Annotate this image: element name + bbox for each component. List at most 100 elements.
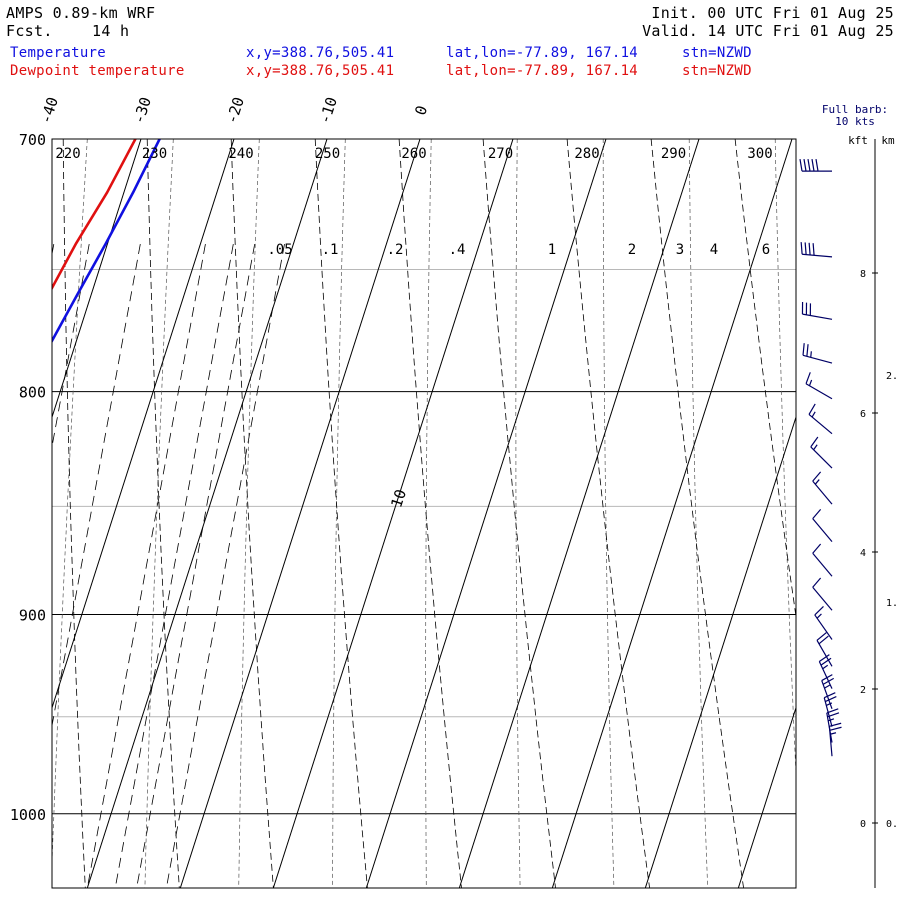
- wind-barb-flag: [802, 343, 805, 356]
- wind-barb-flag: [804, 242, 807, 255]
- wind-barb-flag: [814, 479, 820, 485]
- wind-barb: [812, 577, 833, 611]
- dry-adiabat: [314, 139, 368, 888]
- wind-barb-flag: [805, 372, 811, 384]
- temperature-tick-label: -30: [129, 95, 154, 126]
- legend-temperature-name: Temperature: [10, 45, 107, 61]
- wind-barb-staff: [812, 552, 833, 577]
- wind-barb: [802, 343, 833, 364]
- wind-barb-flag: [814, 605, 824, 616]
- wind-barb: [818, 654, 833, 689]
- wind-barb: [812, 471, 833, 505]
- valid-time: Valid. 14 UTC Fri 01 Aug 25: [642, 22, 894, 40]
- kft-tick-label: 2: [860, 685, 866, 696]
- legend-dewpoint-xy: x,y=388.76,505.41: [246, 63, 395, 79]
- wind-barb-staff: [802, 313, 833, 320]
- wind-barb-flag: [810, 436, 819, 448]
- wind-barb: [814, 605, 833, 640]
- wind-barb-staff: [808, 413, 833, 435]
- wind-barb: [810, 436, 833, 469]
- isotherm-line: [458, 139, 700, 888]
- wind-barb: [812, 508, 833, 542]
- mixing-ratio-label: 1: [548, 242, 556, 258]
- moist-adiabat: [238, 139, 260, 888]
- isotherm-line: [86, 139, 328, 888]
- wind-barb-flag: [826, 708, 839, 714]
- wind-barb-flag: [827, 712, 840, 718]
- wind-barb-flag: [808, 242, 811, 256]
- wind-barb-staff: [816, 640, 833, 667]
- wind-barb-flag: [812, 471, 822, 482]
- wind-barb-flag: [824, 684, 831, 689]
- theta-label: 260: [401, 146, 426, 162]
- wind-barb-flag: [812, 508, 822, 520]
- moist-adiabat: [774, 139, 796, 781]
- moist-adiabat: [602, 139, 615, 888]
- full-barb-speed: 10 kts: [835, 115, 875, 128]
- km-tick-label: 1.: [886, 598, 898, 609]
- km-tick-label: 2.: [886, 371, 898, 382]
- wind-barb: [805, 372, 833, 400]
- moist-adiabat: [0, 139, 1, 888]
- wind-barb-flag: [816, 613, 822, 619]
- wind-barb-panel: Full barb:10 kts kft km 8 6 4 2 0 2. 1. 0.: [799, 103, 898, 888]
- pressure-tick-label: 800: [19, 384, 46, 402]
- wind-barb-flag: [818, 635, 829, 645]
- dry-adiabat: [230, 139, 274, 888]
- wind-barb-flag: [816, 632, 827, 641]
- temperature-line: [52, 139, 161, 344]
- wind-barb: [816, 632, 833, 667]
- wind-barb-flag: [823, 692, 836, 699]
- dry-adiabat: [146, 139, 180, 888]
- isotherm-line: [52, 139, 142, 419]
- wind-barb-flag: [812, 577, 822, 588]
- wind-barb: [808, 403, 833, 435]
- kft-tick-label: 8: [860, 269, 866, 280]
- wind-barb-staff: [814, 614, 833, 640]
- wind-barb-flag: [811, 411, 816, 418]
- dry-adiabat: [398, 139, 462, 888]
- model-title: AMPS 0.89-km WRF: [6, 4, 156, 22]
- mixing-ratio-line: [136, 244, 256, 888]
- dry-adiabat: [62, 139, 86, 888]
- mixing-ratio-label: 2: [628, 242, 636, 258]
- wind-barb-flag: [822, 664, 829, 670]
- wind-barb: [800, 242, 833, 258]
- isotherm-line: [179, 139, 421, 888]
- theta-label: 230: [142, 146, 167, 162]
- mixing-ratio-label: .05: [267, 242, 292, 258]
- moist-adiabat: [144, 139, 174, 888]
- dry-adiabat: [482, 139, 556, 888]
- wind-barb-flag: [810, 351, 812, 358]
- wind-barb-flag: [829, 732, 837, 735]
- wind-barb-staff: [812, 586, 833, 611]
- wind-barb-staff: [802, 253, 833, 258]
- mixing-ratio-label: .4: [449, 242, 466, 258]
- mixing-ratio-label: .2: [387, 242, 404, 258]
- mixing-ratio-line: [52, 244, 90, 449]
- temperature-tick-label: -20: [222, 95, 247, 126]
- isotherms: [52, 139, 796, 888]
- series-lines: [52, 139, 161, 344]
- axis-labels: 7008009001000-70-60-50-40-30-20-10010220…: [10, 95, 773, 824]
- wind-barb-flag: [820, 657, 832, 666]
- wind-barb-flag: [808, 379, 813, 386]
- legend-dewpoint-latlon: lat,lon=-77.89, 167.14: [446, 63, 639, 79]
- wind-barb-flag: [807, 159, 811, 172]
- pressure-tick-label: 900: [19, 606, 46, 624]
- wind-barb-flag: [822, 677, 834, 685]
- moist-adiabat: [425, 139, 432, 888]
- dry-adiabats: [62, 139, 796, 888]
- fcst-label: Fcst.: [6, 22, 53, 40]
- dry-adiabat: [650, 139, 744, 888]
- legend-dewpoint-name: Dewpoint temperature: [10, 63, 185, 79]
- wind-barb-staff: [810, 446, 833, 469]
- theta-label: 280: [574, 146, 599, 162]
- wind-barb-flag: [829, 722, 842, 727]
- mixing-ratio-label: 6: [762, 242, 770, 258]
- isotherm-line: [737, 706, 796, 888]
- mixing-ratio-line: [114, 244, 234, 888]
- wind-barb-flag: [799, 159, 803, 172]
- mixing-ratio-line: [166, 244, 285, 888]
